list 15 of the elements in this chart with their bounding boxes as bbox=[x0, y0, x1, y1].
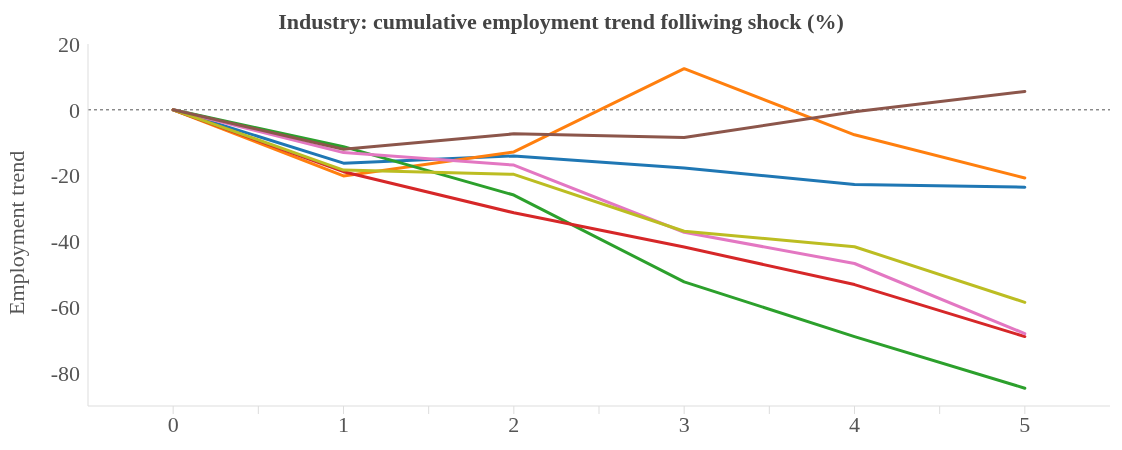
y-tick-label: -80 bbox=[50, 360, 80, 386]
line-series bbox=[171, 89, 1027, 151]
y-tick-label: -20 bbox=[50, 163, 80, 189]
x-tick-label: 3 bbox=[678, 411, 690, 437]
x-tick-label: 5 bbox=[1019, 411, 1031, 437]
chart-title: Industry: cumulative employment trend folliwing shock (%) bbox=[278, 9, 844, 34]
x-tick-label: 4 bbox=[849, 411, 860, 437]
x-tick-label: 2 bbox=[508, 411, 520, 437]
y-tick-label: 0 bbox=[69, 97, 80, 123]
x-tick-label: 1 bbox=[338, 411, 349, 437]
y-tick-label: -40 bbox=[50, 229, 80, 255]
x-tick-label: 0 bbox=[167, 411, 179, 437]
y-axis-title: Employment trend bbox=[3, 150, 29, 315]
y-tick-label: 20 bbox=[58, 31, 80, 57]
y-tick-label: -60 bbox=[50, 295, 80, 321]
